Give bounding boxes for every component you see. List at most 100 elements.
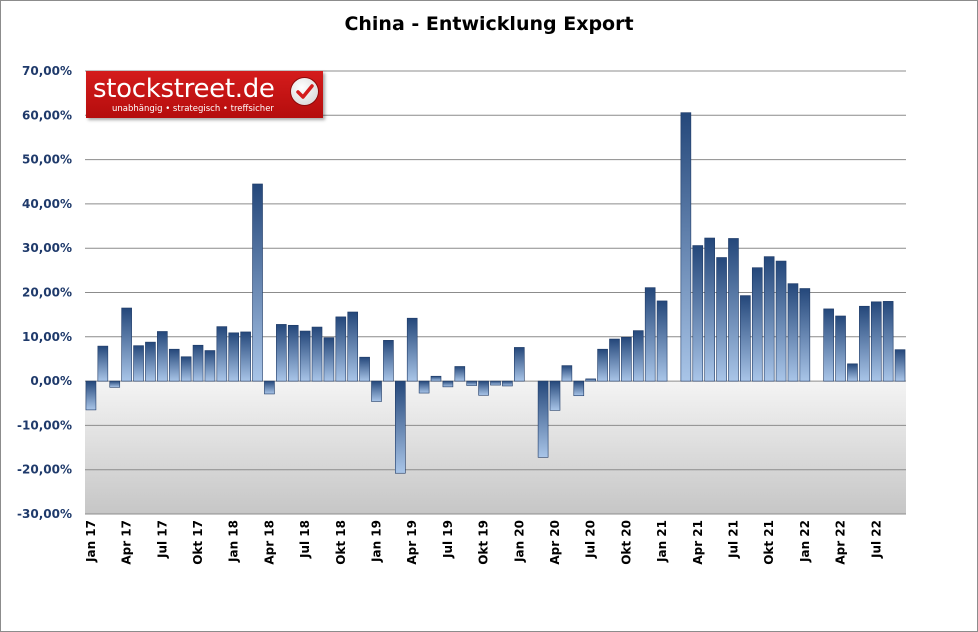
bar-jan-19 — [371, 380, 382, 402]
bar-feb-18 — [240, 331, 251, 382]
bar-jul-20 — [585, 378, 596, 382]
logo-wordmark: stockstreet.de — [93, 74, 275, 104]
bar-dec-20 — [644, 287, 656, 382]
bar-dec-18 — [359, 356, 370, 382]
x-tick-label: Jul 19 — [441, 520, 455, 559]
chart-title: China - Entwicklung Export — [344, 13, 634, 35]
bar-apr-20 — [549, 380, 561, 411]
bar-jun-21 — [716, 257, 727, 382]
x-tick-label: Okt 19 — [477, 520, 491, 565]
x-tick-label: Jul 20 — [584, 520, 598, 559]
bar-jul-19 — [442, 380, 454, 388]
y-tick-label: 30,00% — [22, 241, 72, 255]
x-tick-label: Jan 17 — [84, 520, 98, 563]
bar-aug-20 — [597, 348, 608, 382]
y-tick-label: -30,00% — [17, 507, 72, 521]
bar-jun-20 — [573, 380, 585, 397]
x-axis-tick-labels: Jan 17 Apr 17 Jul 17 Okt 17 Jan 18 Apr 18 Jul … — [84, 520, 883, 565]
bar-nov-19 — [490, 380, 501, 386]
x-tick-label: Jul 17 — [155, 520, 169, 559]
bar-jun-17 — [145, 341, 156, 382]
y-tick-label: 10,00% — [22, 330, 72, 344]
bar-mar-19 — [395, 380, 406, 474]
bar-may-22 — [847, 363, 858, 382]
y-tick-label: 50,00% — [22, 153, 72, 167]
bar-aug-22 — [882, 301, 894, 382]
x-tick-label: Okt 18 — [334, 520, 348, 565]
bar-mar-18 — [252, 183, 263, 382]
x-tick-label: Jan 21 — [655, 520, 669, 563]
bar-may-21 — [704, 237, 715, 382]
bar-may-17 — [133, 345, 144, 382]
bar-sep-20 — [609, 338, 620, 382]
x-tick-label: Apr 17 — [120, 520, 134, 565]
x-tick-label: Jul 21 — [726, 520, 740, 559]
logo-tagline: unabhängig • strategisch • treffsicher — [112, 104, 274, 114]
bar-okt-21 — [763, 256, 775, 382]
bar-jan-18 — [228, 332, 240, 382]
bar-sep-19 — [466, 380, 477, 386]
x-tick-label: Okt 20 — [619, 520, 633, 565]
bar-sep-17 — [180, 356, 192, 382]
bar-sep-21 — [751, 267, 763, 382]
bar-mar-22 — [823, 308, 834, 382]
bar-apr-19 — [406, 317, 418, 382]
x-tick-label: Jan 20 — [512, 520, 526, 563]
x-tick-label: Apr 22 — [834, 520, 848, 565]
bar-apr-21 — [692, 245, 704, 382]
x-tick-label: Jul 22 — [869, 520, 883, 559]
bar-aug-18 — [311, 326, 323, 382]
bar-okt-20 — [621, 336, 632, 382]
bar-nov-17 — [204, 350, 216, 382]
x-tick-label: Apr 18 — [262, 520, 276, 565]
bar-sep-18 — [323, 337, 335, 382]
bar-may-18 — [276, 324, 287, 382]
bar-nov-20 — [632, 330, 644, 382]
bar-okt-19 — [478, 380, 489, 396]
y-tick-label: 60,00% — [22, 108, 72, 122]
x-tick-label: Jan 22 — [798, 520, 812, 563]
bar-dec-21 — [787, 283, 799, 382]
bar-jan-17 — [85, 380, 97, 411]
y-tick-label: 70,00% — [22, 64, 72, 78]
bar-dec-19 — [502, 380, 513, 387]
bar-may-19 — [418, 380, 430, 394]
bar-jul-22 — [870, 301, 882, 382]
bar-aug-21 — [740, 295, 751, 382]
x-tick-label: Jan 18 — [227, 520, 241, 563]
bar-nov-18 — [347, 311, 359, 382]
y-tick-label: 0,00% — [30, 374, 72, 388]
bar-jun-19 — [430, 375, 442, 382]
y-axis-tick-labels: 70,00% 60,00% 50,00% 40,00% 30,00% 20,00% 10,0… — [17, 64, 72, 521]
bar-jan-21 — [656, 300, 668, 382]
stockstreet-logo: stockstreet.de unabhängig • strategisch … — [86, 71, 323, 118]
x-tick-label: Jan 19 — [370, 520, 384, 563]
x-tick-label: Jul 18 — [298, 520, 312, 559]
y-tick-label: -10,00% — [17, 418, 72, 432]
x-tick-label: Okt 17 — [191, 520, 205, 565]
checkmark-icon — [291, 78, 318, 105]
y-tick-label: 20,00% — [22, 286, 72, 300]
y-tick-label: -20,00% — [17, 463, 72, 477]
bar-mar-21 — [680, 112, 692, 382]
bar-jul-18 — [299, 330, 311, 382]
x-tick-label: Apr 20 — [548, 520, 562, 565]
bar-mar-17 — [109, 380, 121, 388]
bar-may-20 — [561, 365, 573, 382]
bar-apr-22 — [835, 315, 846, 382]
bar-aug-19 — [454, 366, 466, 382]
negative-area-background — [85, 381, 906, 514]
bar-sep-22 — [894, 349, 906, 382]
bar-jul-17 — [157, 331, 168, 382]
bar-feb-19 — [383, 340, 394, 382]
bar-apr-17 — [121, 307, 132, 382]
bar-jan-20 — [513, 347, 525, 382]
bar-jun-18 — [287, 324, 299, 382]
x-tick-label: Okt 21 — [762, 520, 776, 565]
x-tick-label: Apr 21 — [691, 520, 705, 565]
bars — [85, 112, 906, 474]
bar-apr-18 — [264, 380, 275, 395]
bar-okt-18 — [335, 316, 347, 382]
bar-okt-17 — [192, 344, 204, 382]
